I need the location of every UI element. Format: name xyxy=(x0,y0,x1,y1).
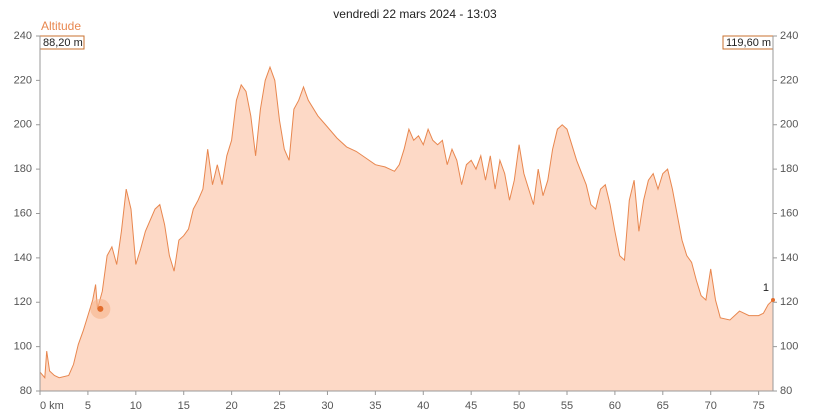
x-tick-label: 55 xyxy=(561,400,573,412)
y-tick-label: 100 xyxy=(14,341,32,353)
y-tick-label-right: 100 xyxy=(780,341,798,353)
start-label: 88,20 m xyxy=(43,37,83,49)
y-tick-label-right: 240 xyxy=(780,30,798,42)
y-tick-label-right: 200 xyxy=(780,119,798,131)
y-tick-label: 200 xyxy=(14,119,32,131)
y-tick-label-right: 120 xyxy=(780,296,798,308)
x-tick-label: 10 xyxy=(130,400,142,412)
chart-title: vendredi 22 mars 2024 - 13:03 xyxy=(333,7,497,21)
y-tick-label: 140 xyxy=(14,252,32,264)
x-tick-label: 50 xyxy=(513,400,525,412)
area-fill xyxy=(40,67,773,391)
y-tick-label: 240 xyxy=(14,30,32,42)
x-tick-label: 70 xyxy=(705,400,717,412)
end-point xyxy=(771,298,775,303)
x-tick-label: 65 xyxy=(657,400,669,412)
y-tick-label-right: 140 xyxy=(780,252,798,264)
end-label: 119,60 m xyxy=(726,37,771,49)
end-marker-label: 1 xyxy=(763,282,769,294)
cursor-point xyxy=(97,305,104,312)
y-tick-label: 80 xyxy=(20,385,32,397)
x-tick-label: 15 xyxy=(178,400,190,412)
x-tick-label: 30 xyxy=(321,400,333,412)
x-tick-label: 5 xyxy=(85,400,91,412)
y-tick-label-right: 180 xyxy=(780,163,798,175)
y-axis-label: Altitude xyxy=(41,19,81,33)
elevation-line xyxy=(39,65,774,379)
x-tick-label: 0 km xyxy=(40,400,64,412)
y-tick-label-right: 220 xyxy=(780,74,798,86)
x-tick-label: 25 xyxy=(273,400,285,412)
y-tick-label: 160 xyxy=(14,207,32,219)
x-tick-label: 75 xyxy=(753,400,765,412)
y-tick-label: 120 xyxy=(14,296,32,308)
y-tick-label-right: 80 xyxy=(780,385,792,397)
x-tick-label: 45 xyxy=(465,400,477,412)
x-tick-label: 40 xyxy=(417,400,429,412)
y-tick-label-right: 160 xyxy=(780,207,798,219)
y-tick-label: 180 xyxy=(14,163,32,175)
x-tick-label: 35 xyxy=(369,400,381,412)
x-tick-label: 20 xyxy=(226,400,238,412)
y-tick-label: 220 xyxy=(14,74,32,86)
x-tick-label: 60 xyxy=(609,400,621,412)
